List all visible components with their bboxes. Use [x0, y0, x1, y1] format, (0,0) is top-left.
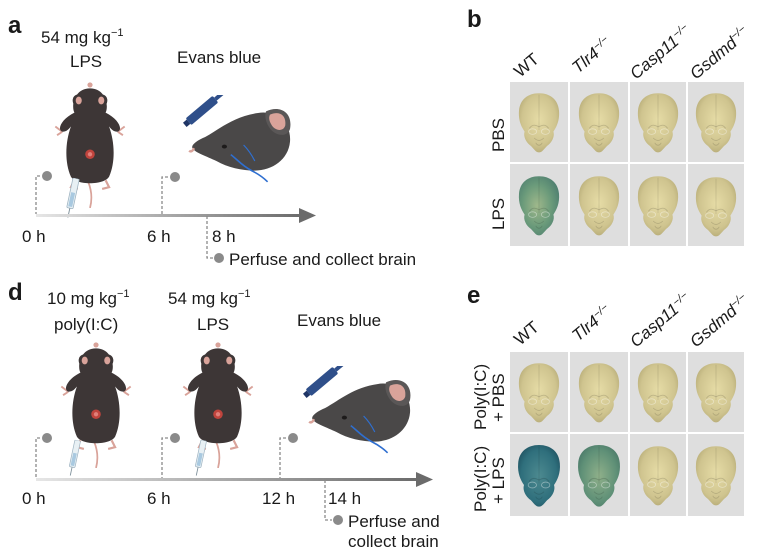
endpoint-marker-line [206, 216, 214, 259]
time-label-6h-d: 6 h [147, 489, 171, 508]
polyic-dose-exponent: −1 [117, 288, 130, 300]
syringe-icon [64, 177, 80, 219]
endpoint-label: Perfuse and collect brain [229, 250, 416, 269]
panel-label-d: d [8, 279, 23, 306]
lps-dose-exponent: −1 [111, 27, 124, 39]
column-label-tlr4: Tlr4−/− [568, 33, 615, 77]
row-label-lps: LPS [489, 198, 508, 230]
lps-agent-label: LPS [70, 52, 102, 71]
column-label-gsdmd: Gsdmd−/− [686, 23, 753, 83]
time-marker-dot [170, 433, 180, 443]
timeline-arrow-d [36, 478, 418, 481]
panel-label-a: a [8, 12, 22, 39]
timeline-arrowhead-d [416, 472, 433, 487]
syringe-icon [192, 439, 208, 477]
column-label-casp11: Casp11−/− [626, 21, 695, 83]
polyic-agent-label: poly(I:C) [54, 315, 118, 334]
panel-b: b WT Tlr4−/− Casp11−/− Gsdmd−/− PBS LPS [467, 6, 753, 246]
time-label-12h-d: 12 h [262, 489, 295, 508]
timeline-arrow [36, 214, 301, 217]
time-marker-dot [42, 171, 52, 181]
evans-blue-label-d: Evans blue [297, 311, 381, 330]
time-marker-line [161, 437, 168, 478]
time-marker-dot [42, 433, 52, 443]
endpoint-marker-dot [214, 253, 224, 263]
mouse-head-injection-illustration [180, 95, 292, 184]
column-label-tlr4-e: Tlr4−/− [568, 301, 615, 345]
lps-dose-label-d: 54 mg kg−1 [168, 288, 250, 308]
column-label-wt-e-text: WT [510, 318, 542, 350]
column-label-gsdmd-e: Gsdmd−/− [686, 291, 753, 351]
column-label-wt-text: WT [510, 50, 542, 82]
column-label-wt: WT [510, 50, 542, 82]
time-marker-line [35, 175, 40, 214]
polyic-dose-value: 10 mg kg [47, 289, 117, 308]
column-label-gsdmd-e-text: Gsdmd [686, 301, 741, 351]
lps-dose-value-d: 54 mg kg [168, 289, 238, 308]
panel-label-e: e [467, 282, 480, 309]
time-label-0h: 0 h [22, 227, 46, 246]
time-label-14h-d: 14 h [328, 489, 361, 508]
time-marker-line [161, 176, 168, 214]
lps-dose-exponent-d: −1 [238, 288, 251, 300]
column-label-gsdmd-text: Gsdmd [686, 33, 741, 83]
row-label-polyic-lps-line1: Poly(I:C) [471, 446, 490, 512]
time-marker-dot [288, 433, 298, 443]
panel-label-b: b [467, 6, 482, 33]
row-label-polyic-pbs-line1: Poly(I:C) [471, 364, 490, 430]
evans-blue-label: Evans blue [177, 48, 261, 67]
time-label-8h: 8 h [212, 227, 236, 246]
mouse-illustration-polyic [60, 341, 132, 468]
endpoint-marker-line [324, 480, 332, 521]
time-label-0h-d: 0 h [22, 489, 46, 508]
polyic-dose-label: 10 mg kg−1 [47, 288, 129, 308]
mouse-illustration-lps [182, 341, 254, 468]
endpoint-marker-dot [333, 515, 343, 525]
column-label-casp11-e-text: Casp11 [626, 300, 682, 351]
column-label-casp11-e: Casp11−/− [626, 289, 695, 351]
row-label-polyic-pbs-line2: + PBS [489, 373, 508, 422]
mouse-illustration [54, 81, 126, 208]
endpoint-label-line1: Perfuse and [348, 512, 440, 531]
mouse-head-injection-illustration-d [300, 366, 412, 455]
time-marker-dot [170, 172, 180, 182]
lps-dose-label: 54 mg kg−1 [41, 27, 123, 47]
time-marker-line [279, 437, 286, 478]
column-label-casp11-text: Casp11 [626, 32, 682, 83]
time-label-6h: 6 h [147, 227, 171, 246]
syringe-icon [66, 439, 82, 477]
panel-d: d 10 mg kg−1 poly(I:C) 54 mg kg−1 LPS Ev… [8, 279, 440, 551]
lps-agent-label-d: LPS [197, 315, 229, 334]
endpoint-label-line2: collect brain [348, 532, 439, 551]
panel-e: e WT Tlr4−/− Casp11−/− Gsdmd−/− Poly(I:C… [467, 282, 753, 516]
row-label-pbs: PBS [489, 118, 508, 152]
column-label-wt-e: WT [510, 318, 542, 350]
row-label-polyic-lps-line2: + LPS [489, 457, 508, 504]
timeline-arrowhead [299, 208, 316, 223]
lps-dose-value: 54 mg kg [41, 28, 111, 47]
time-marker-line [35, 437, 40, 478]
panel-a: a 54 mg kg−1 LPS Evans blue 0 h 6 h 8 h … [8, 12, 416, 269]
